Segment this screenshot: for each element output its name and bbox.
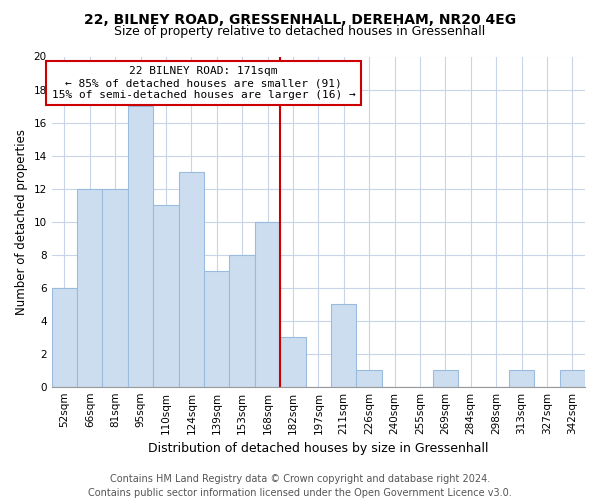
Bar xyxy=(204,271,229,386)
Bar xyxy=(77,188,103,386)
Bar xyxy=(179,172,204,386)
Bar xyxy=(280,337,305,386)
Bar xyxy=(52,288,77,386)
Bar xyxy=(229,254,255,386)
Y-axis label: Number of detached properties: Number of detached properties xyxy=(15,128,28,314)
Bar xyxy=(560,370,585,386)
Text: Size of property relative to detached houses in Gressenhall: Size of property relative to detached ho… xyxy=(115,25,485,38)
Bar xyxy=(433,370,458,386)
Bar xyxy=(509,370,534,386)
X-axis label: Distribution of detached houses by size in Gressenhall: Distribution of detached houses by size … xyxy=(148,442,488,455)
Bar xyxy=(103,188,128,386)
Bar xyxy=(356,370,382,386)
Text: 22 BILNEY ROAD: 171sqm
← 85% of detached houses are smaller (91)
15% of semi-det: 22 BILNEY ROAD: 171sqm ← 85% of detached… xyxy=(52,66,356,100)
Text: Contains HM Land Registry data © Crown copyright and database right 2024.
Contai: Contains HM Land Registry data © Crown c… xyxy=(88,474,512,498)
Bar xyxy=(128,106,153,386)
Bar xyxy=(331,304,356,386)
Bar xyxy=(255,222,280,386)
Text: 22, BILNEY ROAD, GRESSENHALL, DEREHAM, NR20 4EG: 22, BILNEY ROAD, GRESSENHALL, DEREHAM, N… xyxy=(84,12,516,26)
Bar xyxy=(153,205,179,386)
